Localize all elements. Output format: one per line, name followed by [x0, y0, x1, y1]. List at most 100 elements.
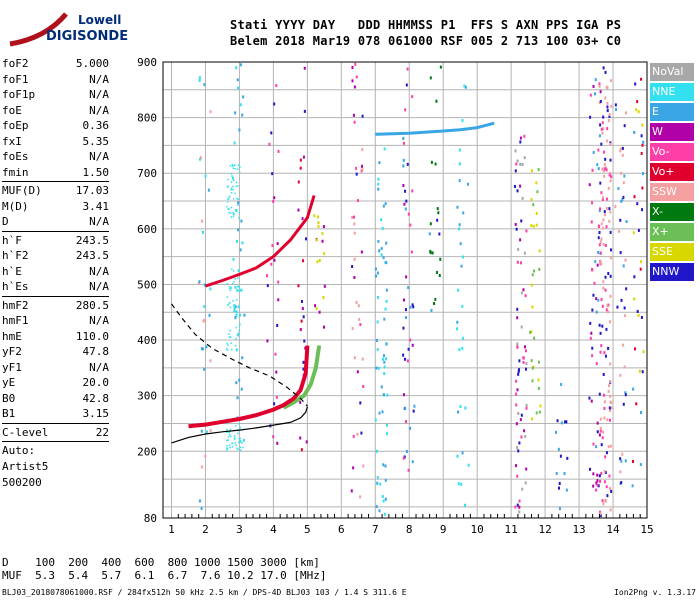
echo-point: [598, 101, 601, 105]
param-value: 22: [95, 425, 109, 439]
echo-point: [518, 359, 521, 363]
x-tick-label: 4: [270, 523, 277, 536]
echo-point: [430, 160, 433, 164]
echo-point: [233, 308, 236, 312]
echo-point: [380, 218, 383, 222]
echo-point: [234, 316, 237, 320]
echo-point: [599, 251, 602, 255]
echo-point: [515, 392, 518, 396]
echo-point: [236, 288, 239, 292]
echo-point: [318, 258, 321, 262]
param-value: 5.35: [82, 134, 110, 148]
echo-point: [607, 445, 610, 449]
echo-point: [234, 305, 237, 309]
echo-point: [354, 62, 357, 66]
legend-item-x-minus: X-: [650, 203, 694, 221]
echo-point: [231, 175, 233, 177]
echo-point: [515, 422, 518, 426]
echo-point: [601, 195, 604, 199]
echo-point: [439, 257, 442, 261]
echo-point: [601, 131, 604, 135]
trace-f2-ordinary: [188, 345, 310, 429]
echo-point: [595, 481, 598, 485]
echo-point: [619, 149, 622, 153]
echo-point: [384, 307, 387, 311]
echo-point: [429, 76, 432, 80]
echo-point: [455, 327, 458, 331]
echo-point: [380, 247, 383, 251]
echo-point: [608, 113, 611, 117]
echo-point: [226, 445, 228, 447]
echo-point: [406, 359, 409, 363]
y-tick-label: 80: [144, 512, 157, 525]
y-tick-label: 900: [137, 56, 157, 69]
echo-point: [524, 434, 527, 438]
x-tick-label: 11: [505, 523, 518, 536]
echo-point: [230, 212, 232, 214]
echo-point: [383, 365, 386, 369]
param-divider: [2, 230, 109, 232]
echo-point: [460, 482, 463, 486]
echo-point: [556, 419, 559, 423]
echo-point: [237, 198, 239, 200]
echo-point: [231, 282, 234, 285]
muf-distance-row: D 100 200 400 600 800 1000 1500 3000 [km…: [2, 556, 320, 569]
chart-grid: [163, 61, 648, 518]
echo-point: [205, 345, 208, 349]
echo-point: [234, 437, 236, 439]
echo-point: [402, 326, 405, 330]
echo-point: [232, 257, 235, 261]
echo-point: [599, 479, 602, 483]
echo-point: [230, 181, 233, 184]
legend-item-sse: SSE: [650, 243, 694, 261]
echo-point: [606, 139, 609, 143]
echo-point: [624, 459, 627, 463]
echo-point: [599, 510, 602, 514]
echo-point: [209, 428, 212, 432]
echo-point: [523, 251, 526, 255]
echo-point: [238, 171, 241, 174]
x-tick-label: 1: [168, 523, 175, 536]
echo-point: [378, 161, 381, 165]
echo-point: [600, 142, 603, 146]
echo-point: [637, 313, 640, 317]
echo-point: [641, 172, 644, 176]
echo-point: [273, 196, 276, 200]
param-value: 17.03: [75, 184, 109, 197]
echo-point: [352, 466, 355, 470]
echo-point: [231, 165, 234, 167]
echo-point: [229, 329, 232, 332]
param-label: D: [2, 215, 9, 228]
y-tick-label: 300: [137, 390, 157, 403]
echo-point: [302, 367, 305, 371]
echo-point: [591, 268, 594, 272]
echo-point: [598, 209, 601, 213]
echo-point: [565, 488, 568, 492]
echo-point: [461, 336, 464, 340]
echo-point: [323, 252, 326, 256]
echo-point: [530, 330, 533, 334]
echo-point: [203, 318, 206, 322]
legend-item-nnw: NNW: [650, 263, 694, 281]
echo-point: [383, 360, 386, 364]
legend-item-nne: NNE: [650, 83, 694, 101]
echo-point: [317, 215, 320, 219]
echo-point: [233, 213, 235, 215]
echo-point: [362, 464, 365, 468]
echo-point: [226, 422, 228, 425]
echo-point: [460, 264, 463, 268]
echo-point: [520, 413, 523, 417]
echo-point: [404, 308, 407, 312]
echo-point: [636, 309, 639, 313]
param-value: N/A: [89, 72, 109, 86]
echo-point: [240, 387, 243, 391]
echo-point: [300, 299, 303, 303]
echo-point: [237, 201, 240, 205]
echo-point: [226, 200, 229, 203]
echo-point: [619, 373, 622, 377]
echo-point: [518, 510, 521, 514]
echo-point: [514, 222, 517, 226]
echo-point: [520, 219, 523, 223]
echo-point: [594, 78, 597, 82]
echo-point: [619, 218, 622, 222]
